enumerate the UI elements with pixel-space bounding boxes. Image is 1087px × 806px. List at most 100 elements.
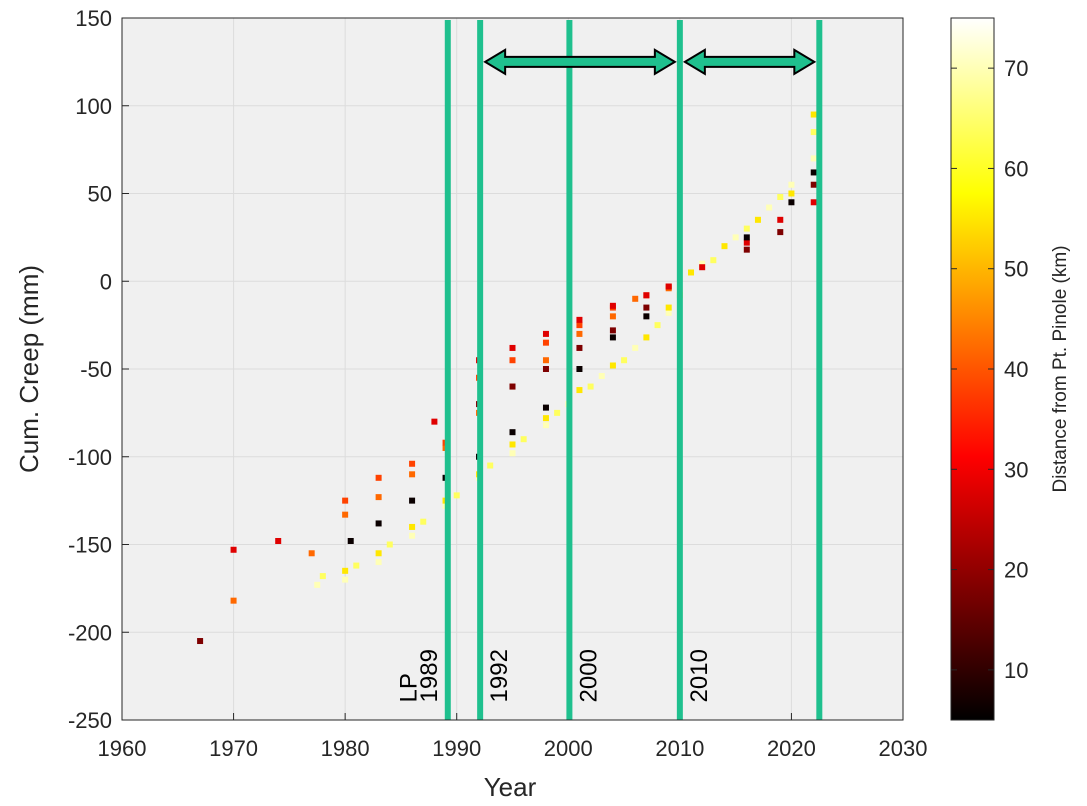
data-point xyxy=(743,225,750,232)
data-point xyxy=(609,362,616,369)
x-axis-title: Year xyxy=(484,772,537,802)
x-tick-label: 2000 xyxy=(544,736,593,761)
data-point xyxy=(342,567,349,574)
data-point xyxy=(587,383,594,390)
data-point xyxy=(542,366,549,372)
data-point xyxy=(542,339,549,346)
data-point xyxy=(509,441,516,448)
x-tick-label: 2020 xyxy=(767,736,816,761)
data-point xyxy=(509,429,516,436)
data-point xyxy=(431,418,438,425)
data-point xyxy=(743,239,750,246)
y-tick-label: -50 xyxy=(80,357,112,382)
data-point xyxy=(576,344,583,351)
data-point xyxy=(576,330,583,337)
colorbar xyxy=(950,17,995,721)
data-point xyxy=(609,327,616,334)
colorbar-tick-label: 60 xyxy=(1004,156,1028,181)
data-point xyxy=(632,295,639,302)
data-point xyxy=(643,313,650,320)
data-point xyxy=(275,537,282,544)
data-point xyxy=(542,357,549,364)
data-point xyxy=(409,460,416,467)
data-point xyxy=(576,316,583,323)
event-label: 2000 xyxy=(575,649,602,702)
data-point xyxy=(810,111,817,118)
data-point xyxy=(732,234,739,241)
data-point xyxy=(230,546,237,553)
colorbar-ticks: 70 60 50 40 30 20 10 xyxy=(951,56,1028,683)
data-point xyxy=(342,511,349,518)
data-point xyxy=(487,462,494,469)
data-point xyxy=(788,190,795,197)
data-point xyxy=(754,216,761,223)
data-point xyxy=(688,269,695,276)
y-axis-title: Cum. Creep (mm) xyxy=(14,265,44,473)
x-tick-label: 2030 xyxy=(879,736,928,761)
data-point xyxy=(710,257,717,264)
data-point xyxy=(632,344,639,351)
data-point xyxy=(643,334,650,341)
data-point xyxy=(788,199,795,206)
colorbar-tick-label: 10 xyxy=(1004,658,1028,683)
data-point xyxy=(777,216,784,223)
data-point xyxy=(743,246,750,253)
data-point xyxy=(609,302,616,309)
data-point xyxy=(576,366,583,372)
data-point xyxy=(542,415,549,422)
y-tick-label: 50 xyxy=(88,182,112,207)
data-point xyxy=(576,387,583,394)
data-point xyxy=(810,181,817,188)
plot-frame xyxy=(121,17,904,721)
data-point xyxy=(319,573,326,580)
data-point xyxy=(542,330,549,337)
data-point xyxy=(609,334,616,341)
data-point xyxy=(375,559,382,566)
double-arrow xyxy=(483,48,677,76)
annotation-label: LP xyxy=(396,673,423,702)
y-tick-labels: 150 100 50 0 -50 -100 -150 -200 -250 xyxy=(68,6,112,733)
data-point xyxy=(721,243,728,250)
y-tick-label: -250 xyxy=(68,708,112,733)
data-point xyxy=(554,409,561,416)
event-label: 1992 xyxy=(486,649,513,702)
data-point xyxy=(576,322,583,329)
data-point xyxy=(609,313,616,320)
data-point xyxy=(314,581,321,588)
data-point xyxy=(810,169,817,176)
colorbar-title: Distance from Pt. Pinole (km) xyxy=(1050,245,1071,492)
data-point xyxy=(409,497,416,504)
x-tick-label: 1960 xyxy=(98,736,147,761)
data-point xyxy=(810,155,817,162)
colorbar-tick-label: 40 xyxy=(1004,357,1028,382)
data-point xyxy=(375,474,382,481)
x-tick-label: 1980 xyxy=(321,736,370,761)
data-point xyxy=(197,638,204,645)
y-tick-label: 150 xyxy=(75,6,112,31)
x-tick-labels: 1960 1970 1980 1990 2000 2010 2020 2030 xyxy=(98,736,928,761)
data-point xyxy=(598,373,605,380)
data-point xyxy=(766,204,773,211)
data-point xyxy=(409,532,416,539)
data-point xyxy=(621,357,628,364)
y-tick-label: -200 xyxy=(68,620,112,645)
y-tick-label: 0 xyxy=(100,269,112,294)
data-point xyxy=(665,283,672,290)
data-point xyxy=(230,597,237,604)
data-point xyxy=(777,229,784,236)
data-point xyxy=(375,520,382,527)
y-tick-label: -150 xyxy=(68,533,112,558)
data-point xyxy=(353,562,360,569)
y-tick-label: -100 xyxy=(68,445,112,470)
event-labels: 1989 1992 2000 2010 LP xyxy=(396,649,713,702)
data-point xyxy=(699,264,706,271)
data-point xyxy=(810,199,817,206)
data-point xyxy=(810,129,817,136)
data-point xyxy=(308,550,315,557)
data-point xyxy=(743,234,750,241)
x-tick-label: 1990 xyxy=(432,736,481,761)
interval-arrows xyxy=(483,48,817,76)
data-point xyxy=(420,518,427,525)
x-tick-label: 1970 xyxy=(209,736,258,761)
